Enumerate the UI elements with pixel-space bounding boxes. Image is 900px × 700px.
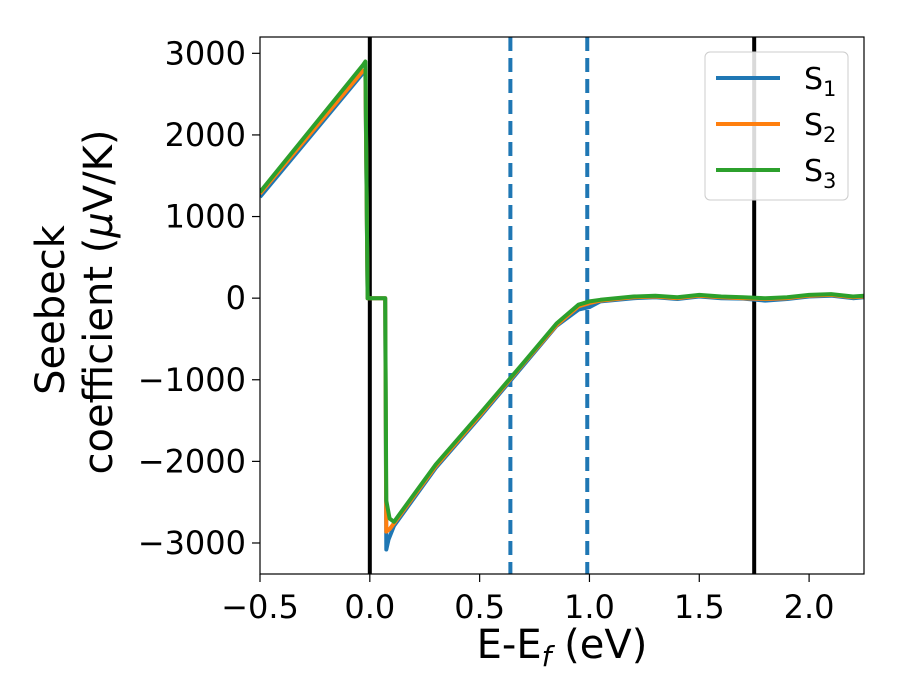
y-axis-label: Seebeck coefficient (μV/K) <box>28 130 122 475</box>
y-tick-label: −1000 <box>138 361 246 399</box>
y-tick-label: 1000 <box>165 198 246 236</box>
y-tick-label: −2000 <box>138 442 246 480</box>
y-tick-label: −3000 <box>138 524 246 562</box>
legend-label-s3: S3 <box>804 154 836 193</box>
x-axis-ticks: −0.5 0.0 0.5 1.0 1.5 2.0 <box>221 574 835 626</box>
y-axis-label-line1: Seebeck <box>28 224 74 395</box>
y-axis-label-line2: coefficient (μV/K) <box>76 130 122 475</box>
x-tick-label: 1.5 <box>674 588 725 626</box>
plot-frame <box>259 36 865 575</box>
x-tick-label: 2.0 <box>784 588 835 626</box>
vertical-reference-lines <box>367 37 757 574</box>
x-tick-label: 1.0 <box>564 588 615 626</box>
series-line-s3 <box>260 59 864 524</box>
x-axis-label: E-Ef (eV) <box>477 622 648 673</box>
data-series <box>260 59 864 552</box>
x-tick-label: 0.5 <box>454 588 505 626</box>
legend-label-s1: S1 <box>804 62 836 101</box>
y-tick-label: 3000 <box>165 34 246 72</box>
y-tick-label: 2000 <box>165 116 246 154</box>
y-axis-ticks: 3000 2000 1000 0 −1000 −2000 −3000 <box>138 34 260 562</box>
x-tick-label: −0.5 <box>221 588 299 626</box>
legend: S1 S2 S3 <box>704 51 849 201</box>
y-tick-label: 0 <box>226 279 246 317</box>
x-axis-label-unit: (eV) <box>551 622 647 668</box>
legend-label-s2: S2 <box>804 108 836 147</box>
x-tick-label: 0.0 <box>344 588 395 626</box>
mu-symbol: μ <box>76 212 122 238</box>
